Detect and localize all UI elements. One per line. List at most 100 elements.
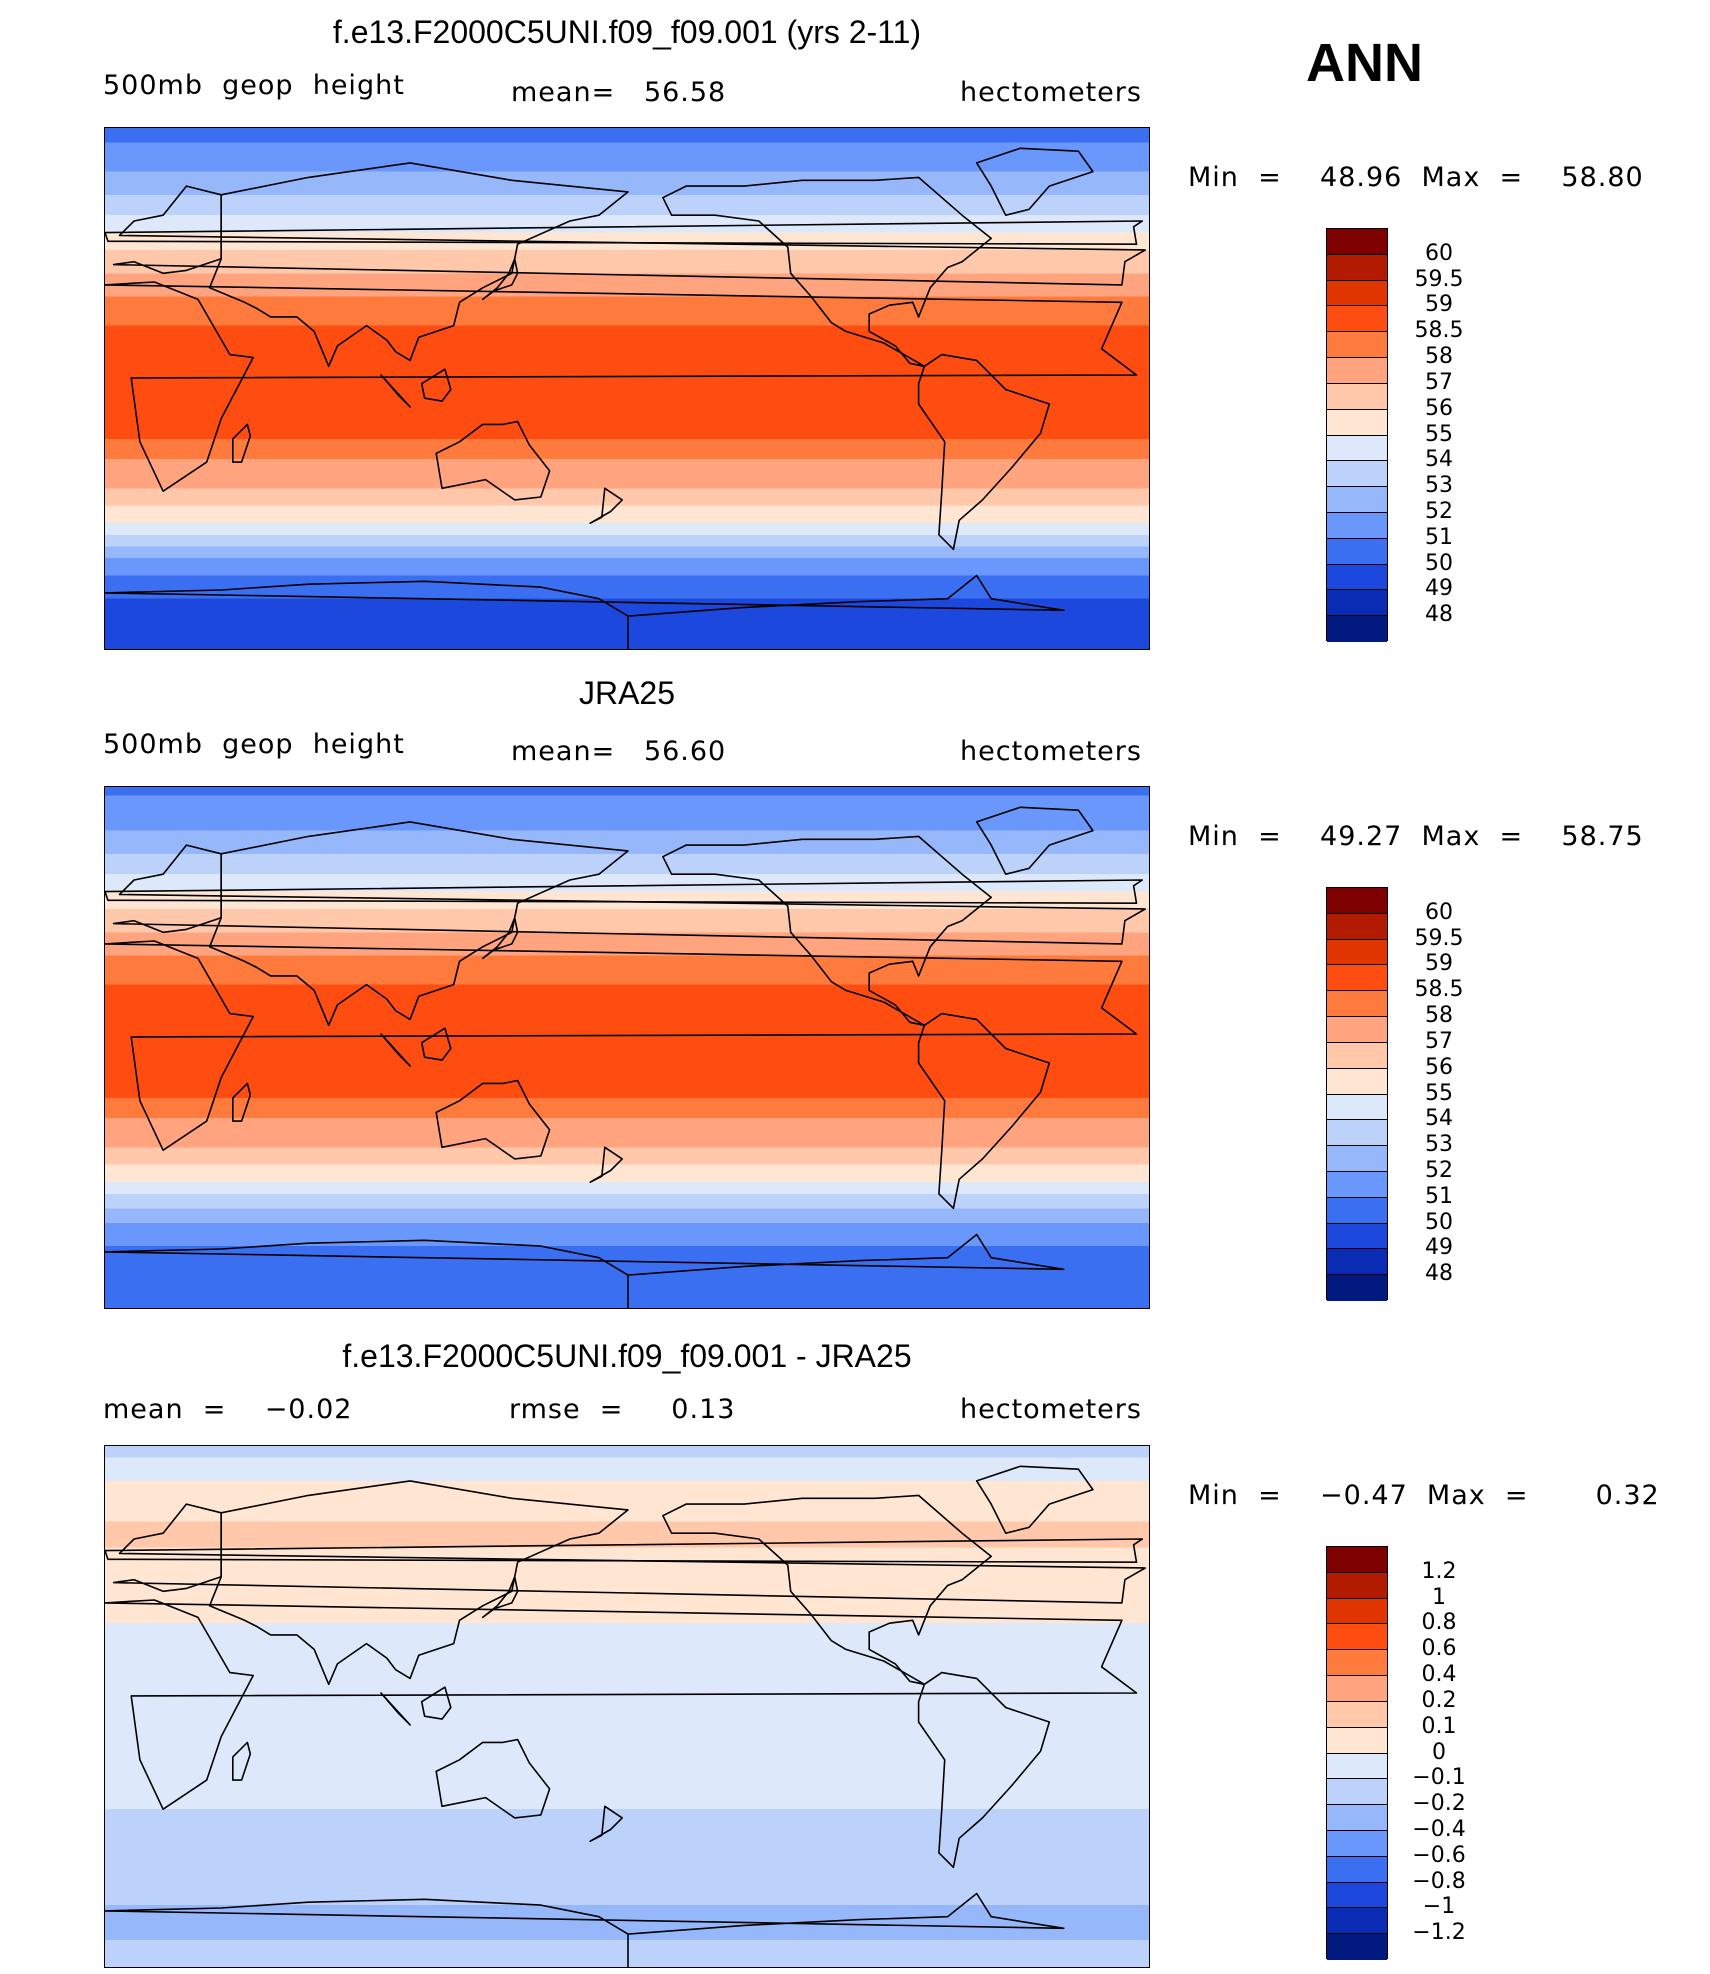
panel-2-minmax: Min = 49.27 Max = 58.75 xyxy=(1188,821,1644,852)
colorbar-swatch xyxy=(1327,1068,1387,1095)
colorbar-tick-label: 0.2 xyxy=(1421,1687,1457,1713)
panel-3-map-svg xyxy=(105,1446,1149,1967)
colorbar-swatch xyxy=(1327,965,1387,992)
colorbar-tick-label: 0.6 xyxy=(1421,1636,1457,1662)
colorbar-tick-label: 0.8 xyxy=(1421,1610,1457,1636)
coastline-4 xyxy=(662,835,993,1027)
colorbar-swatch xyxy=(1327,991,1387,1018)
colorbar-swatch xyxy=(1327,1572,1387,1599)
coastline-5 xyxy=(917,353,1051,551)
panel-2-title: JRA25 xyxy=(578,675,676,711)
colorbar-tick-label: −0.8 xyxy=(1412,1868,1466,1894)
colorbar-swatch xyxy=(1327,1624,1387,1651)
coastline-2 xyxy=(208,162,629,368)
colorbar-swatch xyxy=(1327,1856,1387,1883)
colorbar-swatch xyxy=(1327,487,1387,513)
colorbar-tick-label: 58 xyxy=(1425,1003,1453,1029)
colorbar-swatch xyxy=(1327,1547,1387,1573)
panel-2-mean-label: mean= 56.60 xyxy=(511,736,727,767)
colorbar-swatch xyxy=(1327,254,1387,281)
coastline-3 xyxy=(435,1738,551,1819)
panel-2-variable-label: 500mb geop height xyxy=(103,729,405,760)
colorbar-swatch xyxy=(1327,409,1387,436)
field-contours xyxy=(105,128,1149,649)
colorbar-swatch xyxy=(1327,435,1387,462)
coastline-12 xyxy=(380,1033,411,1067)
colorbar-swatch xyxy=(1327,1701,1387,1728)
colorbar-swatch xyxy=(1327,1249,1387,1276)
colorbar-tick-label: 55 xyxy=(1425,1080,1453,1106)
colorbar-swatch xyxy=(1327,1727,1387,1754)
panel-2-colorbar xyxy=(1326,887,1388,1301)
coastline-13 xyxy=(589,487,624,525)
coastline-6 xyxy=(975,147,1094,216)
colorbar-swatch xyxy=(1327,1197,1387,1224)
coastline-10 xyxy=(105,1538,1144,1563)
colorbar-swatch xyxy=(1327,383,1387,410)
colorbar-tick-label: 58 xyxy=(1425,344,1453,370)
colorbar-swatch xyxy=(1327,1805,1387,1831)
season-label: ANN xyxy=(1306,33,1423,93)
panel-3-units-label: hectometers xyxy=(960,1394,1142,1425)
coastline-9 xyxy=(232,1082,252,1122)
colorbar-swatch xyxy=(1327,332,1387,359)
colorbar-tick-label: 59.5 xyxy=(1414,266,1464,292)
colorbar-swatch xyxy=(1327,1017,1387,1043)
colorbar-tick-label: 48 xyxy=(1425,602,1453,628)
panel-3-minmax: Min = −0.47 Max = 0.32 xyxy=(1188,1480,1660,1511)
colorbar-tick-label: 55 xyxy=(1425,421,1453,447)
coastline-0 xyxy=(105,281,1138,493)
colorbar-tick-label: 1 xyxy=(1432,1584,1446,1610)
coastline-7 xyxy=(105,574,1065,649)
colorbar-swatch xyxy=(1327,1171,1387,1198)
colorbar-tick-label: 52 xyxy=(1425,1157,1453,1183)
colorbar-tick-label: 60 xyxy=(1425,899,1453,925)
colorbar-swatch xyxy=(1327,358,1387,384)
panel-3-title: f.e13.F2000C5UNI.f09_f09.001 - JRA25 xyxy=(342,1338,912,1374)
coastline-9 xyxy=(232,1741,252,1781)
coastline-8 xyxy=(481,1576,519,1619)
panel-1-mean-label: mean= 56.58 xyxy=(511,77,727,108)
coastline-0 xyxy=(105,940,1138,1152)
colorbar-tick-label: 57 xyxy=(1425,1028,1453,1054)
colorbar-tick-label: 50 xyxy=(1425,1209,1453,1235)
colorbar-swatch xyxy=(1327,1223,1387,1250)
colorbar-tick-label: 1.2 xyxy=(1421,1558,1457,1584)
coastline-10 xyxy=(105,220,1144,245)
colorbar-swatch xyxy=(1327,538,1387,565)
coastline-5 xyxy=(917,1012,1051,1210)
coastline-3 xyxy=(435,1079,551,1160)
coastline-10 xyxy=(105,879,1144,904)
colorbar-tick-label: 57 xyxy=(1425,369,1453,395)
colorbar-swatch xyxy=(1327,1042,1387,1069)
colorbar-swatch xyxy=(1327,280,1387,307)
panel-3-colorbar xyxy=(1326,1546,1388,1960)
colorbar-swatch xyxy=(1327,616,1387,642)
colorbar-tick-label: 0.4 xyxy=(1421,1662,1457,1688)
colorbar-tick-label: 53 xyxy=(1425,1132,1453,1158)
panel-2-map xyxy=(104,786,1150,1309)
colorbar-tick-label: 60 xyxy=(1425,240,1453,266)
coastline-2 xyxy=(208,1480,629,1686)
colorbar-swatch xyxy=(1327,1650,1387,1677)
coastline-5 xyxy=(917,1671,1051,1869)
colorbar-tick-label: 58.5 xyxy=(1414,977,1464,1003)
panel-1-variable-label: 500mb geop height xyxy=(103,70,405,101)
colorbar-tick-label: 51 xyxy=(1425,524,1453,550)
colorbar-swatch xyxy=(1327,1094,1387,1121)
coastline-1 xyxy=(112,185,1146,286)
colorbar-swatch xyxy=(1327,1908,1387,1935)
coastline-1 xyxy=(112,844,1146,945)
colorbar-tick-label: 0 xyxy=(1432,1739,1446,1765)
colorbar-swatch xyxy=(1327,939,1387,966)
colorbar-swatch xyxy=(1327,913,1387,940)
coastline-11 xyxy=(420,1027,452,1061)
panel-1-units-label: hectometers xyxy=(960,77,1142,108)
colorbar-swatch xyxy=(1327,461,1387,488)
coastline-7 xyxy=(105,1233,1065,1308)
panel-1-minmax: Min = 48.96 Max = 58.80 xyxy=(1188,162,1644,193)
coastline-11 xyxy=(420,1686,452,1720)
coastline-2 xyxy=(208,821,629,1027)
coastline-12 xyxy=(380,1692,411,1726)
colorbar-swatch xyxy=(1327,1753,1387,1780)
